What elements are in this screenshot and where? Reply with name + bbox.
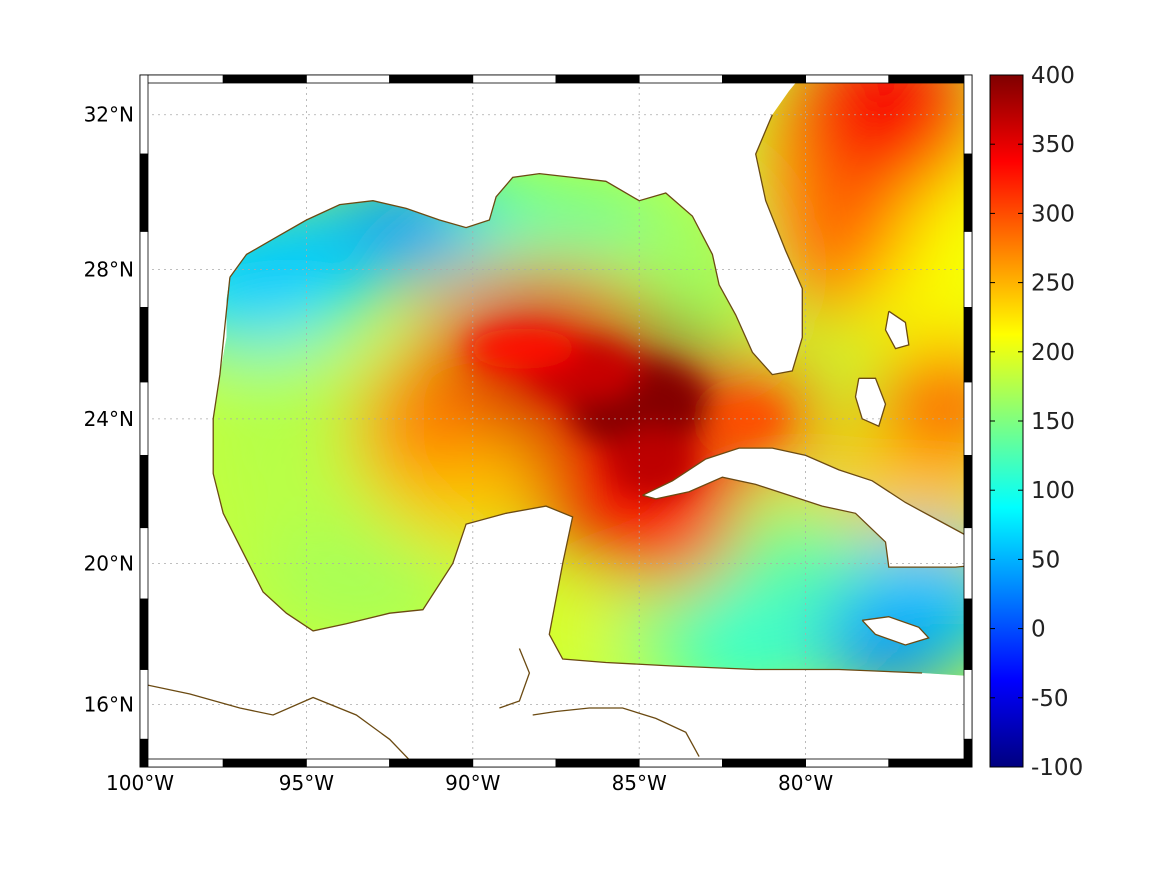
- colorbar-tick-label: 350: [1031, 132, 1075, 158]
- frame-segment-right: [963, 74, 973, 155]
- frame-segment-bottom: [472, 758, 557, 768]
- field-core: [467, 328, 578, 369]
- frame-segment-left: [139, 307, 149, 383]
- frame-segment-top: [722, 74, 807, 84]
- colorbar-tick-label: 150: [1031, 409, 1075, 435]
- field-region-south-caribbean: [675, 597, 804, 677]
- frame-segment-right: [963, 669, 973, 740]
- frame-segment-top: [555, 74, 640, 84]
- colorbar-tick-label: -100: [1031, 755, 1083, 781]
- frame-segment-top: [139, 74, 224, 84]
- lat-tick-label: 24°N: [84, 407, 134, 431]
- lat-tick-label: 16°N: [84, 693, 134, 717]
- colorbar: 400 350 300 250 200 150 100 50 0 -50 -100: [989, 63, 1083, 781]
- coastline-us-gulf: [229, 114, 803, 376]
- frame-segment-bottom: [722, 758, 807, 768]
- coastline-pacific-mexico: [140, 682, 417, 767]
- field-region-gulf-stream-north: [792, 75, 972, 197]
- coastline-cuba: [642, 447, 972, 568]
- field-core: [714, 400, 785, 437]
- frame-segment-right: [963, 307, 973, 383]
- frame-segment-left: [139, 598, 149, 670]
- frame-segment-bottom: [555, 758, 640, 768]
- coastline-jamaica: [861, 616, 930, 646]
- coastline-mexico: [212, 277, 923, 674]
- frame-segment-top: [638, 74, 723, 84]
- lon-tick-label: 95°W: [279, 771, 334, 795]
- coastlines: [140, 114, 986, 767]
- colorbar-tick-label: 0: [1031, 617, 1046, 643]
- field-region-gulf-stream-mid: [781, 177, 910, 286]
- field-region-nw-caribbean: [608, 473, 737, 583]
- frame-segment-left: [139, 153, 149, 232]
- frame-segment-bottom: [222, 758, 307, 768]
- frame-segment-left: [139, 527, 149, 600]
- frame-segment-top: [222, 74, 307, 84]
- frame-segment-right: [963, 454, 973, 529]
- colorbar-tick-label: 50: [1031, 547, 1060, 573]
- coastline-hispaniola: [979, 560, 986, 567]
- latitude-tick-labels: 32°N 28°N 24°N 20°N 16°N: [84, 103, 134, 717]
- frame-segment-top: [389, 74, 474, 84]
- frame-segment-left: [139, 454, 149, 529]
- map-frame: [139, 74, 973, 768]
- coastline-honduras: [532, 707, 700, 757]
- frame-segment-top: [472, 74, 557, 84]
- frame-segment-left: [139, 738, 149, 768]
- frame-segment-bottom: [638, 758, 723, 768]
- frame-segment-bottom: [888, 758, 973, 768]
- field-region-bahamas-east: [881, 346, 972, 455]
- frame-segment-top: [805, 74, 890, 84]
- colorbar-tick-label: -50: [1031, 686, 1069, 712]
- colorbar-tick-label: 400: [1031, 63, 1075, 89]
- lat-tick-label: 32°N: [84, 103, 134, 127]
- colorbar-gradient: [989, 74, 1024, 768]
- frame-segment-right: [963, 381, 973, 456]
- frame-segment-left: [139, 669, 149, 740]
- lat-tick-label: 20°N: [84, 551, 134, 575]
- colorbar-tick-label: 250: [1031, 271, 1075, 297]
- frame-segment-right: [963, 153, 973, 232]
- map-plot-area: [140, 75, 986, 767]
- colorbar-ticks: 400 350 300 250 200 150 100 50 0 -50 -100: [990, 63, 1083, 781]
- lat-tick-label: 28°N: [84, 258, 134, 282]
- longitude-tick-labels: 100°W 95°W 90°W 85°W 80°W: [106, 771, 833, 795]
- frame-segment-right: [963, 527, 973, 600]
- coastline-andros: [854, 377, 887, 428]
- lon-tick-label: 90°W: [445, 771, 500, 795]
- coastline-abaco: [884, 310, 910, 350]
- frame-segment-left: [139, 231, 149, 308]
- frame-segment-left: [139, 74, 149, 155]
- coastline-belize: [499, 648, 531, 709]
- frame-segment-left: [139, 381, 149, 456]
- gridlines: [140, 75, 972, 767]
- frame-segment-bottom: [389, 758, 474, 768]
- colorbar-tick-label: 100: [1031, 478, 1075, 504]
- lon-tick-label: 85°W: [612, 771, 667, 795]
- lon-tick-label: 80°W: [778, 771, 833, 795]
- frame-segment-bottom: [805, 758, 890, 768]
- frame-segment-bottom: [139, 758, 224, 768]
- colorbar-tick-label: 200: [1031, 340, 1075, 366]
- lon-tick-label: 100°W: [106, 771, 174, 795]
- frame-segment-right: [963, 231, 973, 308]
- frame-segment-right: [963, 738, 973, 768]
- colorbar-tick-label: 300: [1031, 201, 1075, 227]
- scalar-field: [213, 75, 972, 677]
- frame-segment-top: [888, 74, 973, 84]
- frame-segment-bottom: [305, 758, 390, 768]
- frame-segment-top: [305, 74, 390, 84]
- frame-segment-right: [963, 598, 973, 670]
